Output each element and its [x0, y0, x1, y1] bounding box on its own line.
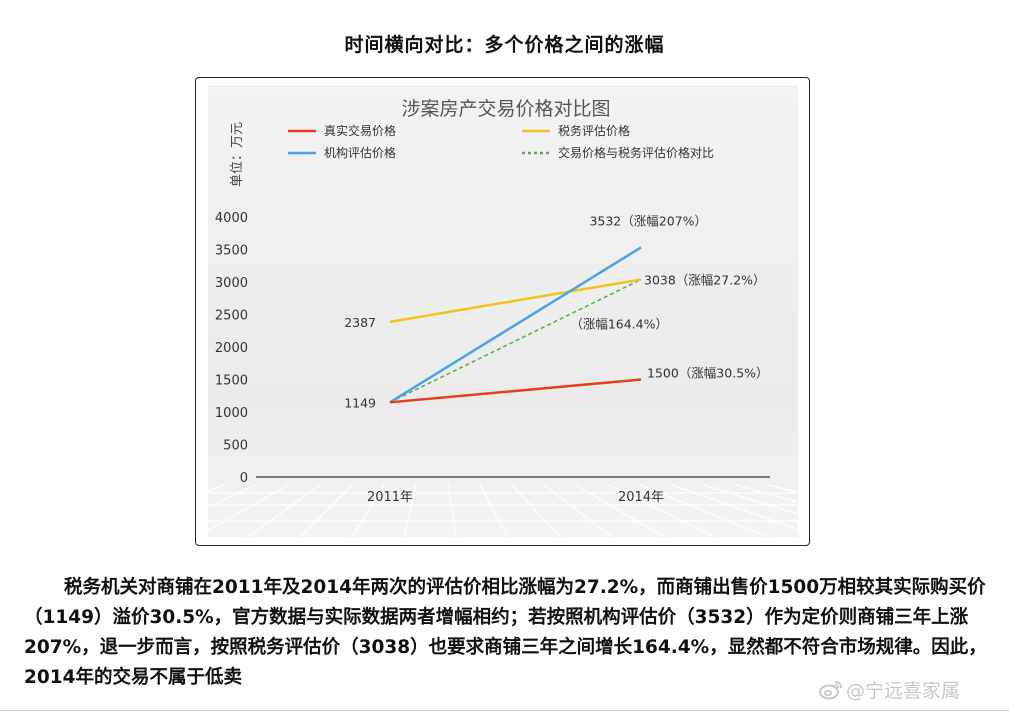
data-label: 1149: [344, 395, 376, 410]
y-tick-label: 2000: [215, 341, 248, 356]
series-line: [389, 246, 642, 404]
page-heading: 时间横向对比：多个价格之间的涨幅: [344, 34, 665, 56]
y-tick-label: 4000: [215, 211, 248, 226]
y-axis-label: 单位：万元: [230, 122, 245, 187]
watermark-text: @宁远喜家属: [846, 680, 961, 702]
body-paragraph: 税务机关对商铺在2011年及2014年两次的评估价相比涨幅为27.2%，而商铺出…: [24, 573, 999, 693]
series-line: [389, 278, 642, 403]
weibo-icon: [819, 681, 842, 700]
y-tick-label: 1000: [215, 406, 248, 421]
data-label: 2387: [344, 315, 376, 330]
y-tick-label: 3000: [215, 276, 248, 291]
legend-label: 税务评估价格: [558, 123, 630, 138]
legend-label: 真实交易价格: [324, 123, 396, 138]
data-label: 1500（涨幅30.5%）: [647, 366, 769, 381]
watermark: @宁远喜家属: [818, 676, 960, 703]
y-tick-label: 3500: [215, 244, 248, 259]
series-line: [389, 278, 642, 324]
body-paragraph-text: 税务机关对商铺在2011年及2014年两次的评估价相比涨幅为27.2%，而商铺出…: [24, 577, 987, 688]
data-label: 3532（涨幅207%）: [589, 213, 707, 228]
chart-frame: 涉案房产交易价格对比图单位：万元 真实交易价格 税务评估价格机构评估价格 交易价格与税…: [195, 77, 810, 546]
y-tick-label: 1500: [215, 374, 248, 389]
series-line: [389, 378, 642, 404]
y-tick-label: 0: [240, 471, 248, 486]
data-label: （涨幅164.4%）: [570, 317, 668, 332]
bottom-divider: [0, 710, 1009, 711]
data-label: 3038（涨幅27.2%）: [644, 273, 766, 288]
chart-panel: 涉案房产交易价格对比图单位：万元 真实交易价格 税务评估价格机构评估价格 交易价格与税…: [208, 85, 798, 537]
legend-label: 交易价格与税务评估价格对比: [558, 145, 714, 160]
y-tick-label: 2500: [215, 309, 248, 324]
x-tick-label: 2014年: [618, 490, 664, 505]
x-tick-label: 2011年: [367, 490, 413, 505]
chart-title: 涉案房产交易价格对比图: [401, 98, 610, 120]
y-tick-label: 500: [223, 439, 248, 454]
legend-label: 机构评估价格: [324, 145, 396, 160]
